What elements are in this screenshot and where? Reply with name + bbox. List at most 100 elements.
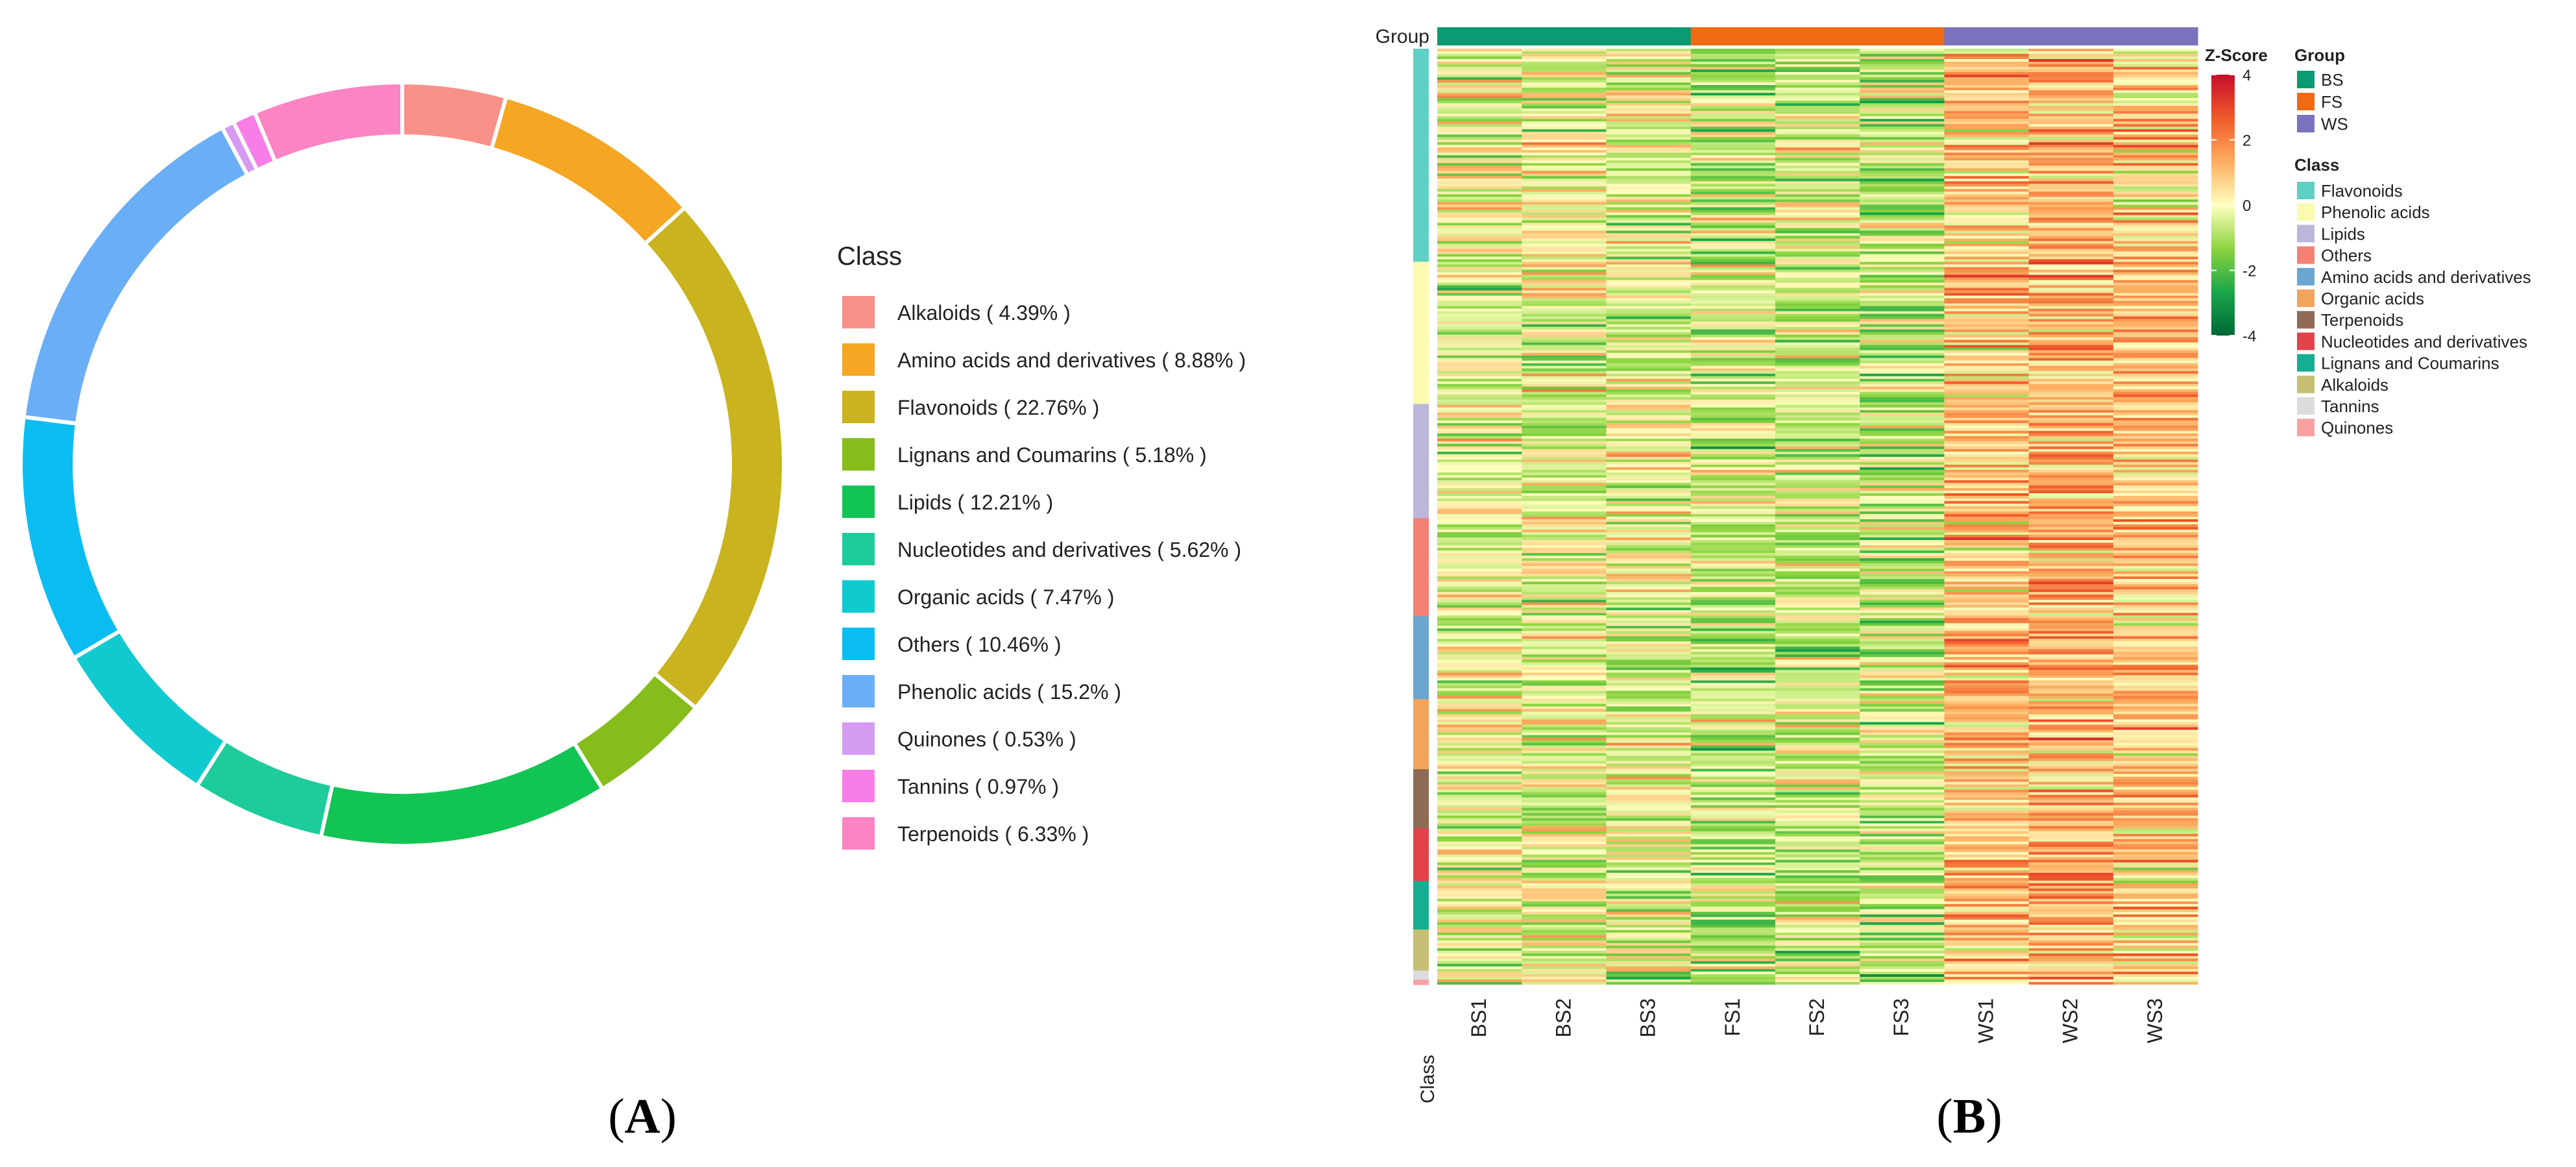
heatmap-cell bbox=[1860, 254, 1945, 257]
heatmap-cell bbox=[1944, 981, 2030, 985]
heatmap-cell bbox=[2113, 134, 2198, 138]
heatmap-cell bbox=[1944, 275, 2030, 278]
heatmap-cell bbox=[1775, 363, 1860, 366]
heatmap-cell bbox=[1860, 425, 1945, 429]
heatmap-cell bbox=[1522, 313, 1607, 317]
heatmap-cell bbox=[1606, 212, 1692, 215]
donut-slice-flavonoids bbox=[642, 204, 786, 711]
heatmap-cell bbox=[1522, 807, 1607, 811]
heatmap-cell bbox=[1522, 530, 1607, 533]
heatmap-cell bbox=[2113, 576, 2198, 580]
heatmap-cell bbox=[2028, 459, 2114, 463]
heatmap-cell bbox=[1944, 339, 2030, 343]
heatmap-cell bbox=[1775, 207, 1860, 210]
heatmap-cell bbox=[1522, 981, 1607, 985]
heatmap-cell bbox=[1690, 633, 1776, 637]
heatmap-cell bbox=[1690, 378, 1776, 382]
heatmap-cell bbox=[2028, 916, 2114, 920]
heatmap-cell bbox=[2113, 425, 2198, 429]
heatmap-cell bbox=[2113, 129, 2198, 132]
heatmap-cell bbox=[1522, 566, 1607, 569]
heatmap-cell bbox=[1944, 391, 2030, 395]
heatmap-cell bbox=[1775, 579, 1860, 582]
heatmap-cell bbox=[2113, 582, 2198, 585]
heatmap-cell bbox=[1522, 103, 1607, 106]
heatmap-cell bbox=[1775, 911, 1860, 915]
group-cell-bs bbox=[1522, 27, 1607, 45]
heatmap-cell bbox=[2113, 121, 2198, 125]
heatmap-cell bbox=[1606, 355, 1692, 358]
heatmap-cell bbox=[1690, 319, 1776, 322]
heatmap-cell bbox=[1690, 535, 1776, 538]
heatmap-cell bbox=[1606, 958, 1692, 962]
heatmap-cell bbox=[1944, 948, 2030, 952]
heatmap-cell bbox=[1775, 968, 1860, 972]
heatmap-cell bbox=[2113, 324, 2198, 327]
heatmap-cell bbox=[1775, 238, 1860, 241]
heatmap-cell bbox=[1944, 896, 2030, 900]
heatmap-cell bbox=[1775, 610, 1860, 613]
heatmap-cell bbox=[1606, 155, 1692, 158]
heatmap-cell bbox=[1522, 90, 1607, 93]
heatmap-cell bbox=[1690, 750, 1776, 754]
heatmap-cell bbox=[2113, 181, 2198, 184]
heatmap-cell bbox=[1775, 958, 1860, 962]
heatmap-cell bbox=[1690, 98, 1776, 101]
heatmap-cell bbox=[1690, 295, 1776, 299]
heatmap-cell bbox=[1606, 293, 1692, 296]
heatmap-cell bbox=[1944, 950, 2030, 954]
heatmap-cell bbox=[1522, 438, 1607, 442]
heatmap-cell bbox=[1606, 93, 1692, 96]
heatmap-cell bbox=[1606, 298, 1692, 301]
heatmap-cell bbox=[1690, 477, 1776, 481]
heatmap-cell bbox=[1437, 820, 1522, 824]
panel-label-b: (B) bbox=[1936, 1089, 2002, 1144]
heatmap-cell bbox=[1860, 417, 1945, 421]
heatmap-cell bbox=[1775, 56, 1860, 60]
heatmap-cell bbox=[1437, 308, 1522, 312]
heatmap-cell bbox=[1437, 906, 1522, 910]
heatmap-cell bbox=[1690, 456, 1776, 460]
heatmap-cell bbox=[1606, 680, 1692, 683]
heatmap-cell bbox=[2113, 371, 2198, 374]
heatmap-cell bbox=[1690, 963, 1776, 967]
heatmap-cell bbox=[1522, 701, 1607, 704]
heatmap-cell bbox=[1437, 399, 1522, 402]
heatmap-cell bbox=[1606, 979, 1692, 983]
heatmap-cell bbox=[1522, 140, 1607, 143]
heatmap-cell bbox=[2028, 365, 2114, 369]
heatmap-cell bbox=[1690, 469, 1776, 473]
heatmap-cell bbox=[1690, 846, 1776, 850]
heatmap-cell bbox=[1522, 737, 1607, 741]
heatmap-cell bbox=[1775, 301, 1860, 304]
heatmap-cell bbox=[1522, 797, 1607, 800]
heatmap-cell bbox=[1437, 153, 1522, 156]
heatmap-cell bbox=[1606, 191, 1692, 195]
heatmap-cell bbox=[2028, 859, 2114, 863]
heatmap-cell bbox=[1437, 948, 1522, 952]
heatmap-cell bbox=[1775, 813, 1860, 816]
heatmap-cell bbox=[1522, 657, 1607, 660]
heatmap-cell bbox=[1944, 766, 2030, 769]
heatmap-cell bbox=[1944, 116, 2030, 119]
heatmap-cell bbox=[1606, 623, 1692, 626]
heatmap-cell bbox=[1860, 365, 1945, 369]
heatmap-cell bbox=[1437, 513, 1522, 517]
heatmap-cell bbox=[1606, 805, 1692, 808]
heatmap-cell bbox=[1944, 592, 2030, 595]
heatmap-cell bbox=[1860, 493, 1945, 497]
heatmap-cell bbox=[1944, 685, 2030, 689]
heatmap-cell bbox=[1690, 880, 1776, 883]
heatmap-cell bbox=[1606, 527, 1692, 530]
heatmap-cell bbox=[1775, 696, 1860, 699]
heatmap-cell bbox=[1522, 134, 1607, 138]
heatmap-cell bbox=[1437, 745, 1522, 748]
heatmap-cell bbox=[1690, 530, 1776, 533]
heatmap-cell bbox=[1690, 124, 1776, 127]
heatmap-cell bbox=[1437, 72, 1522, 75]
heatmap-cell bbox=[1606, 898, 1692, 902]
donut-slice-alkaloids bbox=[400, 80, 509, 151]
heatmap-cell bbox=[2028, 748, 2114, 751]
heatmap-cell bbox=[1860, 355, 1945, 358]
heatmap-cell bbox=[1437, 878, 1522, 881]
